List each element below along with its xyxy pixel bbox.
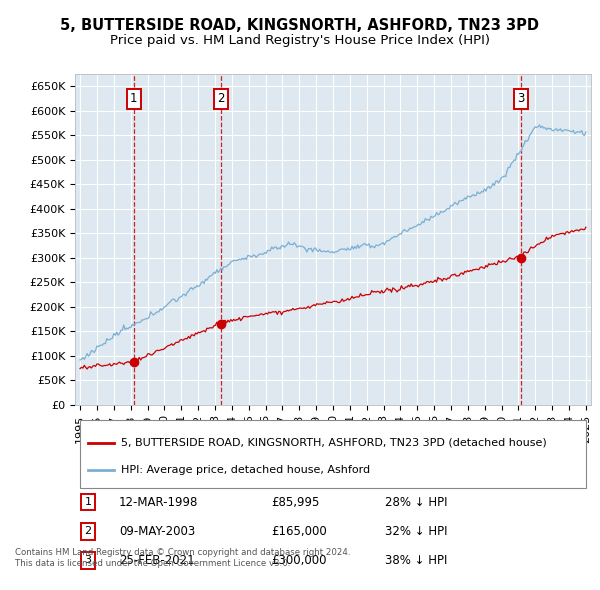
- Text: 1: 1: [130, 92, 137, 105]
- Text: 1: 1: [85, 497, 91, 507]
- Text: 3: 3: [85, 555, 91, 565]
- Text: 5, BUTTERSIDE ROAD, KINGSNORTH, ASHFORD, TN23 3PD (detached house): 5, BUTTERSIDE ROAD, KINGSNORTH, ASHFORD,…: [121, 438, 547, 448]
- Text: £165,000: £165,000: [271, 525, 327, 538]
- Text: 32% ↓ HPI: 32% ↓ HPI: [385, 525, 447, 538]
- Text: £300,000: £300,000: [271, 554, 326, 567]
- Text: 09-MAY-2003: 09-MAY-2003: [119, 525, 195, 538]
- Text: 3: 3: [517, 92, 524, 105]
- Text: 2: 2: [217, 92, 225, 105]
- Text: 2: 2: [85, 526, 91, 536]
- Text: HPI: Average price, detached house, Ashford: HPI: Average price, detached house, Ashf…: [121, 465, 371, 475]
- Text: Price paid vs. HM Land Registry's House Price Index (HPI): Price paid vs. HM Land Registry's House …: [110, 34, 490, 47]
- Text: Contains HM Land Registry data © Crown copyright and database right 2024.
This d: Contains HM Land Registry data © Crown c…: [15, 548, 350, 568]
- Text: 25-FEB-2021: 25-FEB-2021: [119, 554, 194, 567]
- Bar: [80, 420, 586, 488]
- Text: £85,995: £85,995: [271, 496, 319, 509]
- Text: 5, BUTTERSIDE ROAD, KINGSNORTH, ASHFORD, TN23 3PD: 5, BUTTERSIDE ROAD, KINGSNORTH, ASHFORD,…: [61, 18, 539, 33]
- Text: 38% ↓ HPI: 38% ↓ HPI: [385, 554, 447, 567]
- Text: 12-MAR-1998: 12-MAR-1998: [119, 496, 198, 509]
- Text: 28% ↓ HPI: 28% ↓ HPI: [385, 496, 447, 509]
